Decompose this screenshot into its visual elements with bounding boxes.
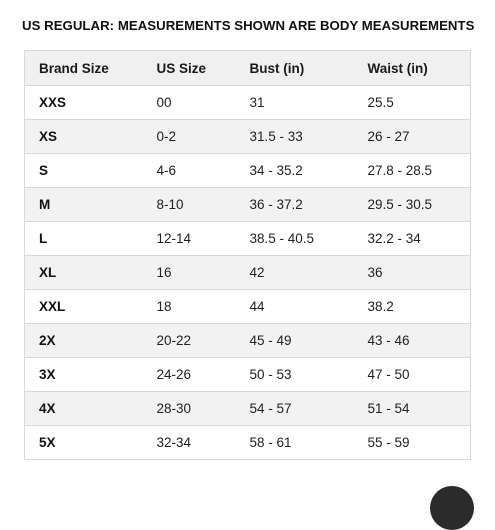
table-row: XL 16 42 36 (24, 255, 471, 290)
table-row: L 12-14 38.5 - 40.5 32.2 - 34 (24, 221, 471, 256)
brand-size-cell: 4X (24, 391, 143, 426)
column-header-brand-size: Brand Size (24, 50, 143, 86)
table-row: 3X 24-26 50 - 53 47 - 50 (24, 357, 471, 392)
waist-cell: 25.5 (353, 85, 471, 120)
waist-cell: 32.2 - 34 (353, 221, 471, 256)
us-size-cell: 0-2 (142, 119, 236, 154)
bust-cell: 36 - 37.2 (235, 187, 354, 222)
waist-cell: 27.8 - 28.5 (353, 153, 471, 188)
table-row: XS 0-2 31.5 - 33 26 - 27 (24, 119, 471, 154)
us-size-cell: 4-6 (142, 153, 236, 188)
table-row: 5X 32-34 58 - 61 55 - 59 (24, 425, 471, 460)
us-size-cell: 28-30 (142, 391, 236, 426)
waist-cell: 55 - 59 (353, 425, 471, 460)
brand-size-cell: 5X (24, 425, 143, 460)
bust-cell: 45 - 49 (235, 323, 354, 358)
page-title: US REGULAR: MEASUREMENTS SHOWN ARE BODY … (22, 18, 475, 33)
waist-cell: 29.5 - 30.5 (353, 187, 471, 222)
brand-size-cell: M (24, 187, 143, 222)
brand-size-cell: 2X (24, 323, 143, 358)
brand-size-cell: XXS (24, 85, 143, 120)
waist-cell: 43 - 46 (353, 323, 471, 358)
table-row: XXS 00 31 25.5 (24, 85, 471, 120)
brand-size-cell: 3X (24, 357, 143, 392)
waist-cell: 47 - 50 (353, 357, 471, 392)
waist-cell: 51 - 54 (353, 391, 471, 426)
size-chart-table: Brand Size US Size Bust (in) Waist (in) … (24, 50, 471, 460)
us-size-cell: 12-14 (142, 221, 236, 256)
us-size-cell: 24-26 (142, 357, 236, 392)
us-size-cell: 16 (142, 255, 236, 290)
bust-cell: 44 (235, 289, 354, 324)
us-size-cell: 32-34 (142, 425, 236, 460)
table-row: M 8-10 36 - 37.2 29.5 - 30.5 (24, 187, 471, 222)
bust-cell: 58 - 61 (235, 425, 354, 460)
us-size-cell: 8-10 (142, 187, 236, 222)
waist-cell: 36 (353, 255, 471, 290)
bust-cell: 38.5 - 40.5 (235, 221, 354, 256)
column-header-waist: Waist (in) (353, 50, 471, 86)
brand-size-cell: XS (24, 119, 143, 154)
table-header-row: Brand Size US Size Bust (in) Waist (in) (24, 50, 471, 86)
table-row: 2X 20-22 45 - 49 43 - 46 (24, 323, 471, 358)
table-row: S 4-6 34 - 35.2 27.8 - 28.5 (24, 153, 471, 188)
corner-overlay-button[interactable] (430, 486, 474, 530)
brand-size-cell: L (24, 221, 143, 256)
column-header-bust: Bust (in) (235, 50, 354, 86)
bust-cell: 34 - 35.2 (235, 153, 354, 188)
bust-cell: 42 (235, 255, 354, 290)
us-size-cell: 20-22 (142, 323, 236, 358)
bust-cell: 31.5 - 33 (235, 119, 354, 154)
brand-size-cell: S (24, 153, 143, 188)
waist-cell: 26 - 27 (353, 119, 471, 154)
table-row: XXL 18 44 38.2 (24, 289, 471, 324)
bust-cell: 50 - 53 (235, 357, 354, 392)
column-header-us-size: US Size (142, 50, 236, 86)
bust-cell: 54 - 57 (235, 391, 354, 426)
brand-size-cell: XXL (24, 289, 143, 324)
us-size-cell: 00 (142, 85, 236, 120)
us-size-cell: 18 (142, 289, 236, 324)
bust-cell: 31 (235, 85, 354, 120)
brand-size-cell: XL (24, 255, 143, 290)
waist-cell: 38.2 (353, 289, 471, 324)
table-row: 4X 28-30 54 - 57 51 - 54 (24, 391, 471, 426)
